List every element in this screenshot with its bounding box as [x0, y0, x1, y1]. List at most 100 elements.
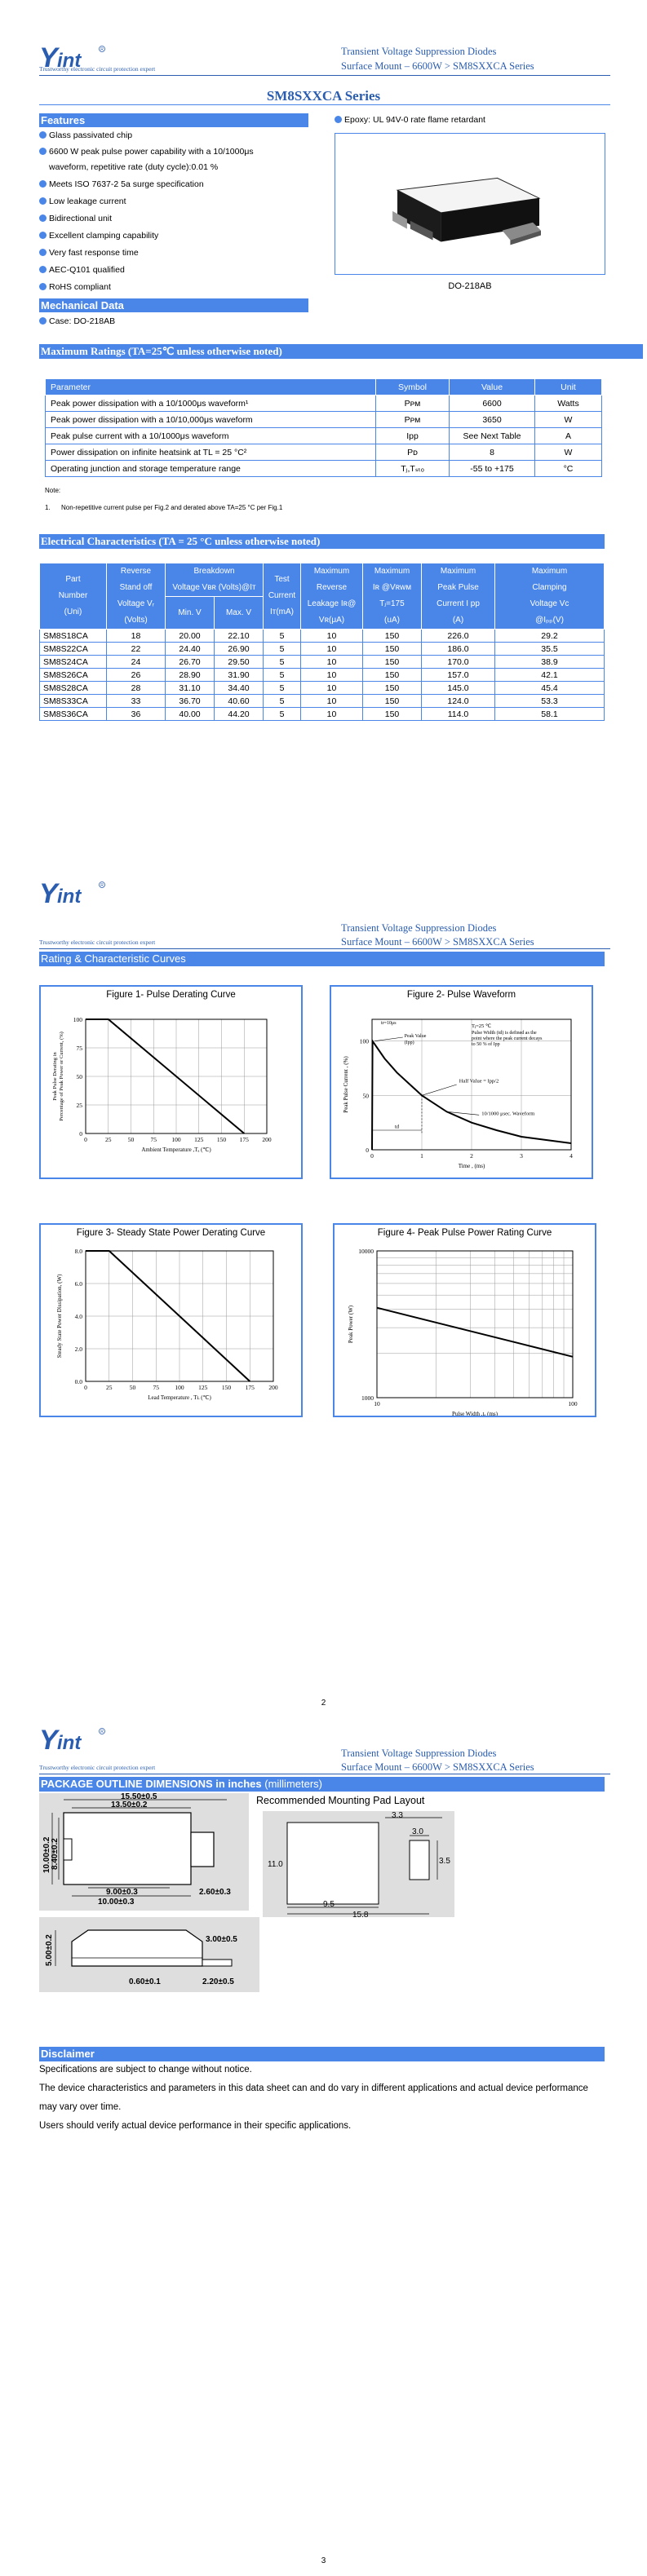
dim-label: 10.00±0.2	[42, 1836, 51, 1873]
cell: 24	[106, 655, 166, 669]
x-axis-label: Ambient Temperature ,Tₐ (℃)	[141, 1147, 211, 1153]
x-tick-label: 100	[175, 1384, 184, 1391]
table-row: Peak power dissipation with a 10/1000μs …	[45, 395, 602, 412]
page-title: SM8SXXCA Series	[266, 88, 381, 104]
header-rule	[39, 948, 610, 949]
feature-text: Meets ISO 7637-2 5a surge specification	[49, 179, 204, 189]
col-ir-hot: Maximum Iʀ @Vʀᴡᴍ Tⱼ=175 (uA)	[362, 563, 422, 630]
series-line	[376, 1306, 574, 1358]
series-line	[86, 1018, 245, 1134]
feature-text: Glass passivated chip	[49, 130, 133, 140]
y-tick-label: 0.0	[75, 1378, 83, 1385]
cell: 18	[106, 629, 166, 643]
cell: 31.10	[165, 681, 215, 695]
cell: SM8S26CA	[39, 668, 107, 682]
table-row: SM8S33CA 33 36.70 40.60 5 10 150 124.0 53.3	[39, 694, 605, 708]
feature-item: Glass passivated chip	[39, 130, 132, 142]
cell: 124.0	[421, 694, 495, 708]
feature-item: 6600 W peak pulse power capability with …	[39, 146, 254, 158]
annotation-tj: Tⱼ=25 ℃	[472, 1023, 492, 1029]
package-heading: PACKAGE OUTLINE DIMENSIONS in inches (mi…	[39, 1777, 605, 1792]
features-heading: Features	[39, 113, 308, 127]
package-label: DO-218AB	[448, 281, 492, 291]
company-logo: Y int R	[39, 1725, 105, 1756]
pulse-derating-chart: 0 25 50 75 100 125 150 175 200 0 25 50 75 100 Ambient …	[52, 1016, 272, 1153]
svg-text:int: int	[57, 886, 82, 908]
y-tick-label: 0	[366, 1147, 369, 1154]
header-line: Number	[58, 591, 88, 600]
y-tick-label: 50	[363, 1092, 370, 1099]
y-tick-label: 0	[79, 1130, 82, 1138]
x-tick-label: 175	[246, 1384, 255, 1391]
feature-item: waveform, repetitive rate (duty cycle):0…	[49, 161, 218, 174]
feature-text: AEC-Q101 qualified	[49, 265, 125, 275]
y-axis-label: Steady State Power Dissipation, (W)	[56, 1274, 63, 1359]
annotation-arrow	[374, 1036, 403, 1041]
epoxy-text: Epoxy: UL 94V-0 rate flame retardant	[344, 115, 485, 125]
cell: SM8S22CA	[39, 642, 107, 656]
y-tick-label: 25	[77, 1102, 83, 1109]
cell: 22	[106, 642, 166, 656]
dim-label: 0.60±0.1	[129, 1977, 161, 1986]
cell: 150	[362, 694, 422, 708]
cell: 150	[362, 668, 422, 682]
x-axis-label: Time , (ms)	[459, 1163, 485, 1169]
package-top-view: 15.50±0.5 13.50±0.2 10.00±0.2 8.40±0.2 9…	[39, 1792, 249, 1911]
x-tick-label: 50	[130, 1384, 136, 1391]
x-tick-label: 75	[151, 1136, 157, 1143]
page-1: Y int R Trustworthy electronic circuit p…	[0, 0, 647, 852]
col-standoff-voltage: Reverse Stand off Voltage Vᵣ (Volts)	[106, 563, 166, 630]
cell: Pᴘᴍ	[375, 411, 450, 428]
bullet-icon	[39, 317, 47, 325]
header-line: Current I pp	[437, 599, 480, 608]
epoxy-item: Epoxy: UL 94V-0 rate flame retardant	[335, 114, 485, 126]
cell: 5	[263, 629, 301, 643]
mounting-pad-drawing: 3.3 3.0 3.5 11.0 9.5 15.8	[268, 1811, 450, 1920]
feature-text: waveform, repetitive rate (duty cycle):0…	[49, 162, 219, 172]
table-row: SM8S22CA 22 24.40 26.90 5 10 150 186.0 35.5	[39, 642, 605, 656]
cell: 10	[300, 642, 363, 656]
y-axis-label: Percentage of Peak Power or Current, (%)	[59, 1032, 64, 1121]
package-image-frame	[335, 133, 605, 275]
mechanical-heading: Mechanical Data	[39, 298, 308, 312]
table-header-row: Min. V Max. V	[40, 596, 605, 630]
table-row: Operating junction and storage temperatu…	[45, 460, 602, 477]
annotation-waveform: 10/1000 μsec. Waveform	[481, 1111, 534, 1116]
header-line: Leakage Iʀ@	[307, 599, 357, 608]
dim-label: 2.60±0.3	[199, 1888, 231, 1897]
cell: Operating junction and storage temperatu…	[45, 460, 376, 477]
x-tick-label: 125	[194, 1136, 204, 1143]
package-title-unit: (millimeters)	[261, 1778, 323, 1790]
dim-label: 5.00±0.2	[45, 1934, 54, 1966]
header-series-line: Surface Mount – 6600W > SM8SXXCA Series	[341, 60, 534, 72]
header-line: Tⱼ=175	[379, 599, 405, 608]
header-line: Reverse	[120, 567, 152, 576]
x-axis-label: Lead Temperature , Tʟ (℃)	[148, 1394, 211, 1401]
cell: Watts	[534, 395, 602, 412]
cell: 5	[263, 694, 301, 708]
header-line: Voltage Vʙʀ (Volts)@Iᴛ	[172, 583, 256, 592]
svg-text:Y: Y	[39, 42, 60, 73]
steady-state-derating-chart: 0 25 50 75 100 125 150 175 200 0.0 2.0 4.0 6.0 8.0 Lea…	[56, 1248, 278, 1401]
x-axis-label: Pulse Width ,tₐ (ms)	[452, 1411, 499, 1416]
dim-label: 15.8	[352, 1911, 369, 1917]
x-tick-label: 25	[106, 1384, 113, 1391]
cell: 8	[449, 444, 535, 461]
svg-text:int: int	[57, 1732, 82, 1754]
bullet-icon	[39, 131, 47, 139]
table-row: SM8S24CA 24 26.70 29.50 5 10 150 170.0 38.9	[39, 655, 605, 669]
figure-3: Figure 3- Steady State Power Derating Cu…	[39, 1223, 303, 1417]
cell: SM8S36CA	[39, 707, 107, 721]
cell: 38.9	[494, 655, 605, 669]
figure-title: Figure 2- Pulse Waveform	[406, 990, 516, 1000]
dim-label: 3.3	[392, 1811, 403, 1820]
dim-label: 13.50±0.2	[111, 1801, 148, 1809]
cell: 150	[362, 681, 422, 695]
cell: 45.4	[494, 681, 605, 695]
svg-text:int: int	[57, 50, 82, 72]
y-tick-label: 100	[73, 1016, 83, 1023]
header-line: Breakdown	[193, 567, 235, 576]
page-number: 2	[321, 1699, 326, 1708]
feature-item: Meets ISO 7637-2 5a surge specification	[39, 179, 204, 191]
figure-1: Figure 1- Pulse Derating Curve 0 25 50 75 10…	[39, 985, 303, 1179]
